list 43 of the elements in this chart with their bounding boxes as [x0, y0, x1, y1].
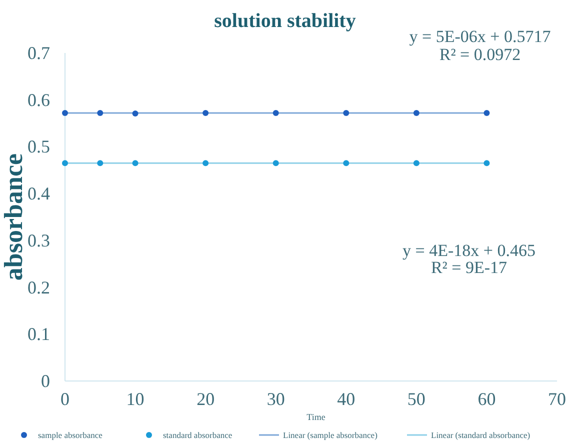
- x-tick-label: 30: [266, 389, 285, 409]
- y-tick-label: 0.4: [28, 184, 50, 204]
- point: [97, 160, 104, 166]
- point: [202, 110, 209, 116]
- point: [272, 110, 279, 116]
- point: [62, 110, 68, 116]
- y-tick-label: 0.2: [28, 277, 50, 298]
- y-tick-label: 0.1: [28, 324, 50, 344]
- legend-label: standard absorbance: [163, 430, 232, 440]
- point: [343, 110, 350, 116]
- x-tick-label: 40: [337, 389, 356, 409]
- point: [484, 160, 490, 166]
- text: y = 5E-06x + 0.5717: [409, 27, 552, 46]
- point: [484, 110, 490, 116]
- point: [413, 160, 420, 166]
- point: [97, 110, 104, 116]
- legend-label: Linear (sample absorbance): [283, 430, 378, 440]
- y-tick-label: 0: [41, 371, 50, 391]
- y-axis-title: absorbance: [0, 153, 28, 281]
- annotation: y = 4E-18x + 0.465: [402, 241, 536, 260]
- x-tick-label: 20: [196, 389, 215, 409]
- point: [343, 160, 350, 166]
- legend-label: Linear (standard absorbance): [431, 430, 530, 440]
- legend-label: sample absorbance: [38, 430, 103, 440]
- point: [132, 110, 138, 116]
- annotation: R² = 9E-17: [430, 258, 508, 277]
- y-tick-label: 0.5: [28, 136, 50, 157]
- point: [202, 160, 209, 166]
- chart-title: solution stability: [214, 10, 356, 32]
- point: [272, 160, 279, 166]
- point: [132, 160, 138, 166]
- x-tick-label: 60: [478, 389, 496, 409]
- point: [413, 110, 420, 116]
- x-axis-title: Time: [306, 412, 326, 422]
- x-tick-label: 10: [126, 389, 144, 409]
- y-tick-label: 0.6: [28, 90, 50, 110]
- point: [62, 160, 68, 166]
- x-tick-label: 50: [407, 389, 426, 409]
- annotation: R² = 0.0972: [439, 45, 521, 64]
- y-tick-label: 0.3: [28, 230, 50, 250]
- x-tick-label: 70: [548, 389, 566, 409]
- x-tick-label: 0: [60, 389, 70, 409]
- y-tick-label: 0.7: [28, 43, 50, 63]
